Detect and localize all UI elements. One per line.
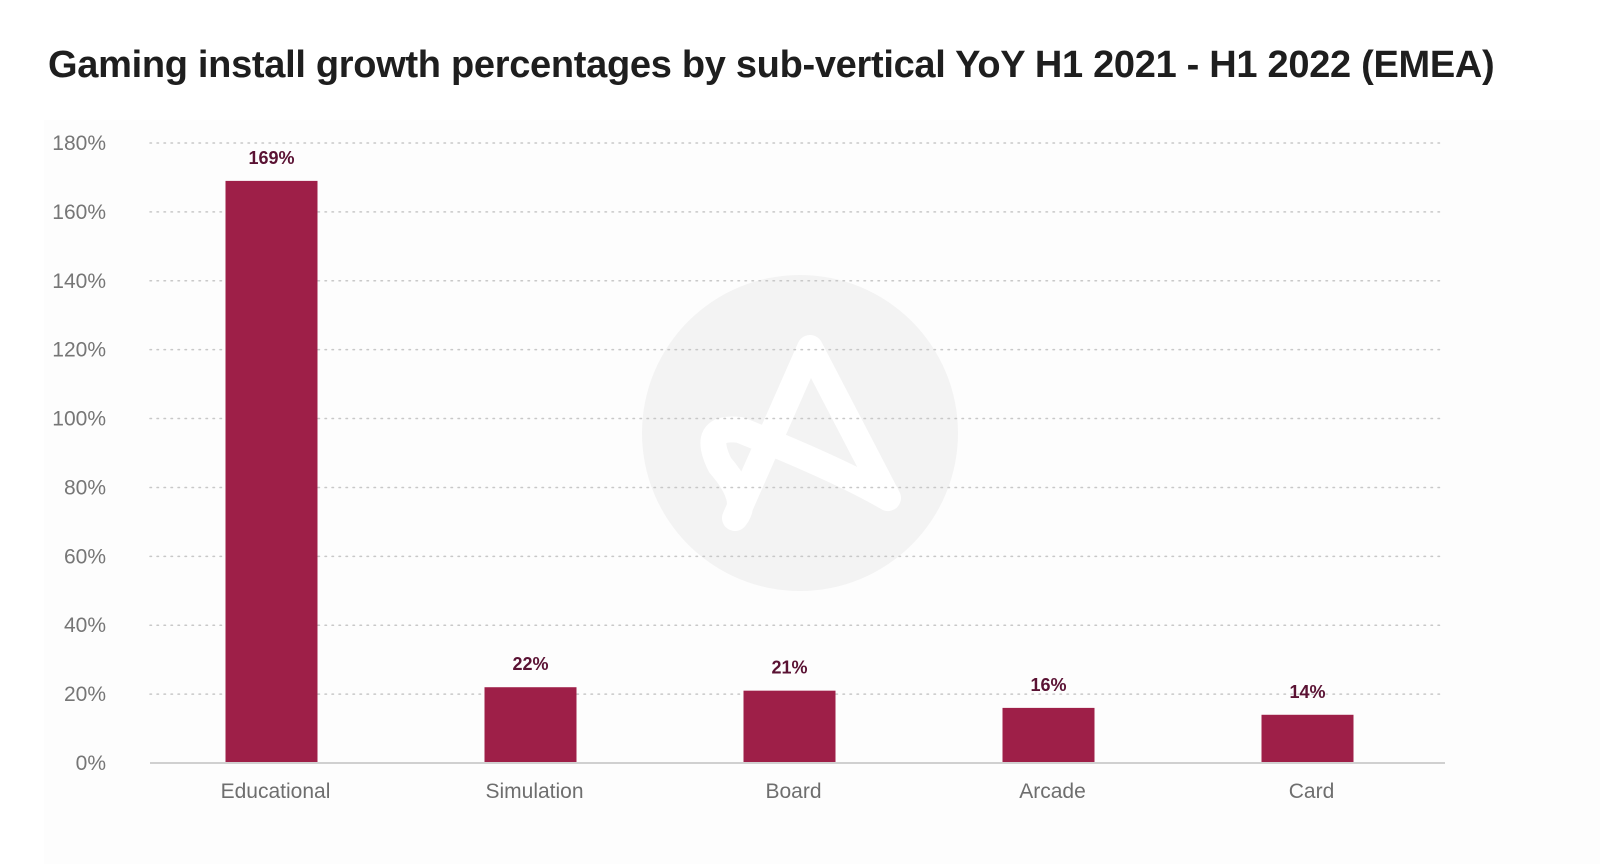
data-label: 22% [512, 654, 548, 674]
y-tick-label: 160% [52, 201, 106, 224]
x-category-label: Simulation [485, 780, 583, 803]
y-tick-label: 40% [64, 614, 106, 637]
x-category-label: Board [765, 780, 821, 803]
x-category-label: Educational [221, 780, 331, 803]
data-label: 169% [248, 148, 294, 168]
bars [225, 180, 1354, 763]
brand-logo-watermark-icon [642, 275, 958, 591]
y-tick-label: 80% [64, 476, 106, 499]
bar-card [1261, 714, 1354, 763]
y-tick-label: 100% [52, 408, 106, 431]
y-tick-label: 60% [64, 545, 106, 568]
x-axis-categories: Educational Simulation Board Arcade Card [221, 780, 1335, 803]
data-label: 16% [1030, 675, 1066, 695]
y-tick-label: 120% [52, 339, 106, 362]
watermark-circle [642, 275, 958, 591]
watermark-logo-glyph [700, 335, 901, 531]
y-tick-label: 0% [76, 752, 106, 775]
data-labels: 169% 22% 21% 16% 14% [248, 148, 1325, 702]
y-tick-label: 140% [52, 270, 106, 293]
data-label: 14% [1289, 682, 1325, 702]
x-category-label: Arcade [1019, 780, 1086, 803]
chart-title: Gaming install growth percentages by sub… [48, 44, 1495, 86]
bar-educational [225, 180, 318, 763]
x-category-label: Card [1289, 780, 1335, 803]
bar-board [743, 690, 836, 763]
bar-simulation [484, 687, 577, 763]
data-label: 21% [771, 658, 807, 678]
bar-arcade [1002, 707, 1095, 763]
y-tick-label: 20% [64, 683, 106, 706]
gridlines [149, 142, 1446, 695]
y-tick-label: 180% [52, 132, 106, 155]
y-axis-ticks: 0% 20% 40% 60% 80% 100% 120% 140% 160% 180% [52, 132, 106, 775]
